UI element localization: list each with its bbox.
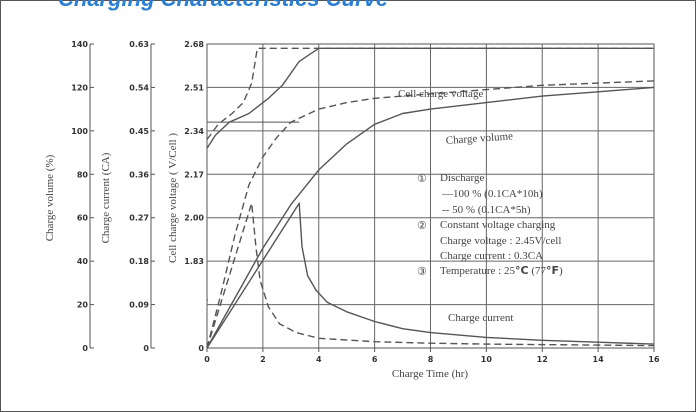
x-tick-label: 8	[428, 355, 434, 364]
y-tick-label-current: 0.63	[129, 40, 149, 49]
x-tick-label: 16	[648, 355, 660, 364]
y-tick-label-voltage: 1.83	[184, 257, 204, 266]
y-tick-label-current: 0.54	[129, 83, 149, 92]
y-tick-label-current: 0.45	[129, 127, 149, 136]
series-line-cell-charge-voltage-solid	[206, 47, 654, 149]
y-tick-label-current: 0	[143, 344, 149, 353]
y-tick-label-voltage: 0	[198, 344, 204, 353]
y-tick-label-volume: 40	[77, 257, 89, 266]
y-axis-label-current: Charge current (CA)	[100, 152, 112, 243]
y-tick-label-voltage: 2.00	[184, 214, 204, 223]
series-line-charge-volume-dashed	[206, 80, 655, 349]
note-cv-charging: Constant voltage charging	[440, 219, 556, 231]
grid	[206, 43, 655, 349]
y-tick-label-current: 0.18	[129, 257, 149, 266]
note-number-2: ②	[417, 220, 427, 232]
curve-label-current: Charge current	[448, 312, 513, 324]
note-charge-current: Charge current : 0.3CA	[440, 250, 543, 262]
series-line-charge-current-solid	[206, 202, 655, 349]
note-number-1: ①	[417, 173, 427, 185]
y-tick-label-voltage: 2.17	[184, 170, 204, 179]
y-tick-label-volume: 0	[82, 344, 88, 353]
x-tick-label: 0	[204, 355, 210, 364]
y-tick-label-current: 0.27	[129, 214, 149, 223]
y-tick-label-volume: 60	[77, 214, 89, 223]
header-strip: Charging Characteristics Curve	[0, 0, 696, 11]
series-line-charge-volume-solid	[206, 86, 655, 349]
x-tick-label: 14	[593, 355, 605, 364]
note-charge-voltage: Charge voltage : 2.45V/cell	[440, 235, 561, 247]
y-tick-label-voltage: 2.34	[184, 127, 204, 136]
x-tick-label: 4	[316, 355, 322, 364]
curve-label-volume: Charge volume	[445, 130, 513, 147]
y-tick-label-volume: 120	[71, 83, 88, 92]
y-axis-label-volume: Charge volume (%)	[44, 154, 56, 241]
x-tick-label: 6	[372, 355, 378, 364]
y-tick-label-volume: 80	[77, 170, 89, 179]
series-lines	[206, 47, 655, 349]
header-partial-title: Charging Characteristics Curve	[58, 0, 388, 11]
x-tick-label: 10	[481, 355, 493, 364]
y-tick-label-voltage: 2.51	[184, 83, 204, 92]
note-discharge: Discharge	[440, 172, 485, 184]
y-tick-label-voltage: 2.68	[184, 40, 204, 49]
y-axis-label-voltage: Cell charge voltage ( V/Cell )	[167, 133, 179, 263]
note-discharge-100: —100 % (0.1CA*10h)	[441, 188, 543, 200]
y-tick-label-volume: 20	[77, 301, 89, 310]
x-tick-label: 2	[260, 355, 266, 364]
y-tick-label-volume: 140	[71, 40, 88, 49]
note-temperature: Temperature : 25°C (77°F)	[440, 264, 563, 277]
axes: 0 2 4 6 8 10 12 14 16 140 120 100 80 60 40 20 0 0.63 0.54 0…	[71, 40, 660, 364]
y-tick-label-current: 0.09	[129, 301, 149, 310]
note-number-3: ③	[417, 266, 427, 278]
y-tick-label-current: 0.36	[129, 170, 149, 179]
labels: Charge Time (hr) Charge volume (%) Charg…	[44, 88, 563, 380]
curve-label-voltage: Cell charge voltage	[398, 88, 483, 100]
note-discharge-50: -- 50 % (0.1CA*5h)	[442, 204, 531, 216]
y-tick-label-volume: 100	[71, 127, 88, 136]
x-axis-label: Charge Time (hr)	[392, 368, 469, 380]
x-tick-label: 12	[537, 355, 548, 364]
